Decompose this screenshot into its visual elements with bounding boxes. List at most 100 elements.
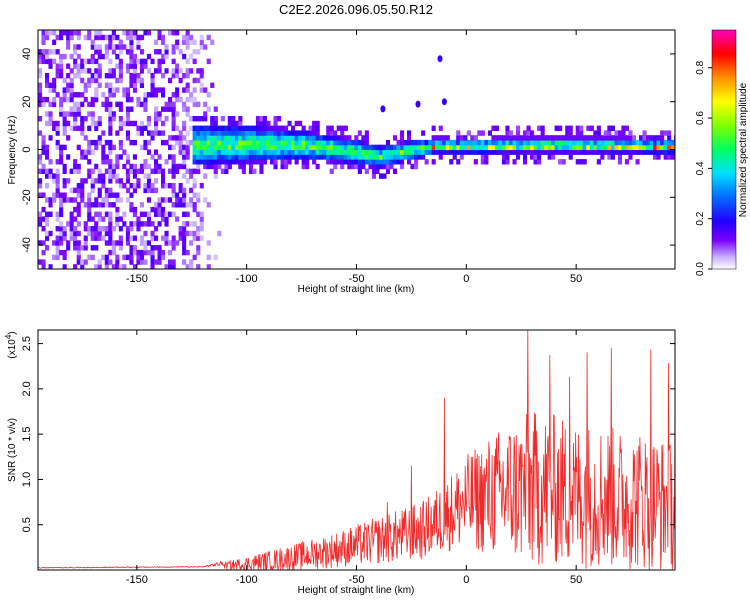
spectrogram-cell: [171, 58, 176, 65]
spectrogram-cell: [199, 82, 204, 88]
spectrogram-cell: [421, 144, 426, 151]
spectrogram-cell: [182, 159, 187, 165]
spectrogram-cell: [473, 135, 478, 141]
spectrogram-cell: [596, 149, 601, 155]
spectrogram-cell: [322, 139, 327, 146]
spectrogram-cell: [340, 159, 345, 165]
spectrogram-cell: [305, 154, 310, 160]
spectrogram-cell: [59, 249, 64, 256]
spectrogram-cell: [136, 168, 141, 174]
spectrogram-cell: [90, 101, 95, 108]
spectrogram-cell: [203, 163, 208, 170]
spectrogram-cell: [505, 139, 510, 146]
spectrogram-cell: [69, 226, 74, 232]
spectrogram-cell: [224, 154, 229, 160]
spectrogram-cell: [364, 139, 369, 146]
spectrogram-cell: [322, 135, 327, 141]
spectrogram-cell: [382, 159, 387, 165]
spectrogram-cell: [364, 135, 369, 141]
spectrogram-cell: [80, 259, 85, 265]
spectrogram-cell: [94, 44, 99, 50]
spectrogram-cell: [255, 116, 261, 122]
spectrogram-cell: [579, 144, 584, 151]
spectrogram-cell: [118, 183, 123, 189]
spectrogram-cell: [38, 68, 43, 74]
spectrogram-cell: [505, 144, 510, 151]
spectrogram-cell: [501, 154, 507, 160]
spectrogram-cell: [62, 87, 67, 93]
colorbar-tick-label: 0.0: [695, 262, 706, 276]
spectrogram-cell: [157, 197, 162, 203]
spectrogram-cell: [101, 130, 106, 136]
spectrogram-cell: [466, 149, 471, 155]
spectrogram-cell: [154, 211, 159, 217]
spectrogram-cell: [104, 197, 109, 203]
spectrogram-cell: [80, 120, 85, 127]
spectrogram-cell: [442, 144, 447, 151]
spectrogram-cell: [45, 111, 50, 117]
spectrogram-cell: [132, 73, 138, 79]
spectrogram-cell: [69, 197, 74, 203]
spectrogram-cell: [62, 92, 67, 98]
spectrogram-cell: [66, 44, 71, 50]
spectrogram-cell: [526, 149, 531, 155]
spectrogram-cell: [231, 139, 236, 146]
spectrogram-cell: [171, 92, 176, 98]
spectrogram-cell: [217, 125, 222, 131]
spectrogram-cell: [340, 139, 345, 146]
spectrogram-cell: [431, 139, 436, 146]
spectrogram-cell: [596, 130, 601, 136]
spectrogram-cell: [129, 183, 134, 189]
spectrogram-cell: [55, 183, 60, 189]
spectrogram-cell: [568, 149, 573, 155]
spectrogram-cell: [248, 125, 254, 131]
spectrogram-cell: [76, 92, 81, 98]
spectrogram-cell: [185, 211, 190, 217]
spectrogram-cell: [203, 144, 208, 151]
spectrogram-cell: [111, 264, 116, 269]
spectrogram-cell: [389, 159, 394, 165]
spectrogram-cell: [122, 120, 127, 127]
spectrogram-cell: [463, 139, 468, 146]
spectrogram-cell: [41, 49, 46, 55]
spectrogram-cell: [579, 135, 584, 141]
spectrogram-cell: [178, 68, 183, 74]
spectrogram-cell: [361, 139, 366, 146]
spectrogram-cell: [298, 144, 303, 151]
spectrogram-cell: [118, 226, 123, 232]
spectrogram-cell: [154, 125, 159, 131]
spectrogram-cell: [589, 125, 594, 131]
colorbar: 0.00.20.40.60.8 Normalized spectral ampl…: [695, 29, 749, 276]
spectrogram-cell: [280, 163, 285, 170]
spectrogram-cell: [400, 130, 405, 136]
spectrogram-cell: [118, 49, 123, 55]
spectrogram-cell: [238, 135, 243, 141]
spectrogram-cell: [168, 101, 173, 108]
spectrogram-cell: [196, 235, 201, 241]
spectrogram-cell: [203, 154, 208, 160]
spectrogram-cell: [150, 92, 155, 98]
spectrogram-cell: [248, 135, 254, 141]
y-tick-label: 1.5: [21, 427, 33, 442]
spectrogram-cell: [118, 125, 123, 131]
spectrogram-cell: [55, 178, 60, 184]
spectrogram-cell: [561, 149, 566, 155]
spectrogram-cell: [118, 154, 123, 160]
spectrogram-cell: [73, 245, 78, 251]
spectrogram-cell: [132, 120, 138, 127]
spectrogram-cell: [154, 235, 159, 241]
spectrogram-cell: [508, 139, 514, 146]
spectrogram-cell: [69, 211, 74, 217]
spectrogram-cell: [69, 187, 74, 194]
colorbar-tick-label: 0.8: [695, 60, 706, 74]
spectrogram-cell: [108, 139, 113, 146]
spectrogram-cell: [494, 144, 500, 151]
spectrogram-cell: [73, 111, 78, 117]
spectrogram-cell: [305, 144, 310, 151]
spectrogram-cell: [572, 144, 577, 151]
spectrogram-cell: [294, 130, 299, 136]
spectrogram-cell: [90, 58, 95, 65]
spectrogram-x-label: Height of straight line (km): [298, 284, 415, 295]
spectrogram-cell: [586, 149, 591, 155]
